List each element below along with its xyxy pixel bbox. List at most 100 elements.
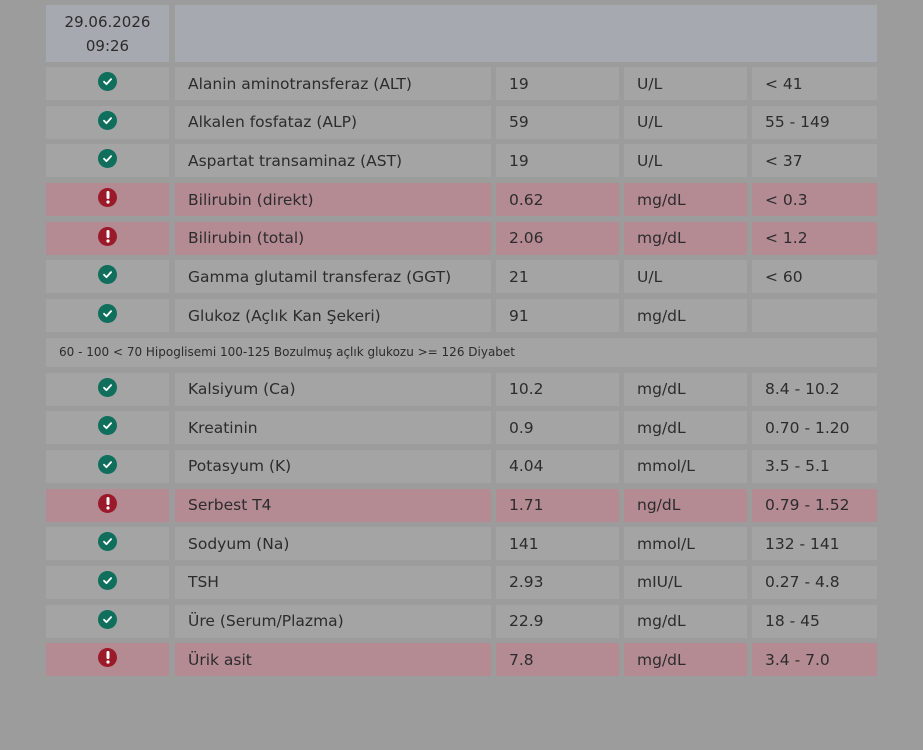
- test-reference-range: < 37: [752, 144, 877, 178]
- status-cell: [46, 488, 169, 522]
- test-reference-range: 132 - 141: [752, 527, 877, 561]
- test-value: 19: [496, 67, 619, 100]
- exclamation-circle-icon: [98, 493, 117, 513]
- check-circle-icon: [98, 304, 117, 324]
- table-row[interactable]: Aspartat transaminaz (AST) 19 U/L < 37: [46, 144, 877, 178]
- test-unit: mg/dL: [624, 372, 747, 406]
- test-name: Bilirubin (total): [175, 221, 491, 255]
- check-circle-icon: [98, 532, 117, 552]
- status-cell: [46, 105, 169, 139]
- table-row[interactable]: Alanin aminotransferaz (ALT) 19 U/L < 41: [46, 67, 877, 100]
- table-row[interactable]: Bilirubin (total) 2.06 mg/dL < 1.2: [46, 221, 877, 255]
- check-circle-icon: [98, 110, 117, 130]
- table-row[interactable]: Üre (Serum/Plazma) 22.9 mg/dL 18 - 45: [46, 604, 877, 638]
- test-value: 59: [496, 105, 619, 139]
- table-row[interactable]: Serbest T4 1.71 ng/dL 0.79 - 1.52: [46, 488, 877, 522]
- table-row[interactable]: TSH 2.93 mIU/L 0.27 - 4.8: [46, 565, 877, 599]
- exclamation-circle-icon: [98, 188, 117, 208]
- status-cell: [46, 299, 169, 333]
- test-reference-range: 8.4 - 10.2: [752, 372, 877, 406]
- test-value: 4.04: [496, 449, 619, 483]
- header-spacer: [175, 5, 877, 62]
- test-unit: mIU/L: [624, 565, 747, 599]
- check-circle-icon: [98, 454, 117, 474]
- test-value: 2.93: [496, 565, 619, 599]
- test-value: 141: [496, 527, 619, 561]
- status-cell: [46, 643, 169, 677]
- test-name: Glukoz (Açlık Kan Şekeri): [175, 299, 491, 333]
- test-unit: mg/dL: [624, 221, 747, 255]
- test-reference-range: < 60: [752, 260, 877, 294]
- test-unit: U/L: [624, 260, 747, 294]
- status-cell: [46, 527, 169, 561]
- test-name: Üre (Serum/Plazma): [175, 604, 491, 638]
- table-row[interactable]: Alkalen fosfataz (ALP) 59 U/L 55 - 149: [46, 105, 877, 139]
- test-name: Alanin aminotransferaz (ALT): [175, 67, 491, 100]
- test-reference-range: < 0.3: [752, 183, 877, 217]
- check-circle-icon: [98, 609, 117, 629]
- test-value: 22.9: [496, 604, 619, 638]
- test-name: Bilirubin (direkt): [175, 183, 491, 217]
- check-circle-icon: [98, 265, 117, 285]
- test-reference-range: 0.27 - 4.8: [752, 565, 877, 599]
- test-unit: mg/dL: [624, 183, 747, 217]
- test-reference-range: 18 - 45: [752, 604, 877, 638]
- test-value: 0.62: [496, 183, 619, 217]
- exclamation-circle-icon: [98, 226, 117, 246]
- rows-group-bottom: Kalsiyum (Ca) 10.2 mg/dL 8.4 - 10.2 Krea…: [46, 372, 877, 677]
- table-row[interactable]: Bilirubin (direkt) 0.62 mg/dL < 0.3: [46, 183, 877, 217]
- exclamation-circle-icon: [98, 648, 117, 668]
- lab-results-table: 29.06.2026 09:26 Alanin aminotransferaz …: [46, 5, 877, 682]
- status-cell: [46, 449, 169, 483]
- test-unit: U/L: [624, 67, 747, 100]
- table-row[interactable]: Glukoz (Açlık Kan Şekeri) 91 mg/dL: [46, 299, 877, 333]
- test-name: Serbest T4: [175, 488, 491, 522]
- status-cell: [46, 183, 169, 217]
- test-unit: U/L: [624, 144, 747, 178]
- rows-group-top: Alanin aminotransferaz (ALT) 19 U/L < 41…: [46, 67, 877, 333]
- results-header: 29.06.2026 09:26: [46, 5, 877, 62]
- table-row[interactable]: Ürik asit 7.8 mg/dL 3.4 - 7.0: [46, 643, 877, 677]
- status-cell: [46, 221, 169, 255]
- test-value: 91: [496, 299, 619, 333]
- test-value: 2.06: [496, 221, 619, 255]
- status-cell: [46, 411, 169, 445]
- test-reference-range: 3.4 - 7.0: [752, 643, 877, 677]
- test-unit: mmol/L: [624, 449, 747, 483]
- status-cell: [46, 372, 169, 406]
- test-value: 21: [496, 260, 619, 294]
- glucose-reference-note: 60 - 100 < 70 Hipoglisemi 100-125 Bozulm…: [46, 337, 877, 367]
- status-cell: [46, 604, 169, 638]
- test-value: 7.8: [496, 643, 619, 677]
- status-cell: [46, 67, 169, 100]
- test-reference-range: 55 - 149: [752, 105, 877, 139]
- test-value: 10.2: [496, 372, 619, 406]
- check-circle-icon: [98, 72, 117, 91]
- test-name: Ürik asit: [175, 643, 491, 677]
- test-unit: mg/dL: [624, 643, 747, 677]
- check-circle-icon: [98, 377, 117, 397]
- result-time: 09:26: [85, 36, 130, 55]
- test-name: Gamma glutamil transferaz (GGT): [175, 260, 491, 294]
- test-reference-range: 0.70 - 1.20: [752, 411, 877, 445]
- check-circle-icon: [98, 570, 117, 590]
- test-reference-range: [752, 299, 877, 333]
- test-reference-range: 3.5 - 5.1: [752, 449, 877, 483]
- test-unit: mmol/L: [624, 527, 747, 561]
- test-unit: mg/dL: [624, 299, 747, 333]
- check-circle-icon: [98, 416, 117, 436]
- table-row[interactable]: Kreatinin 0.9 mg/dL 0.70 - 1.20: [46, 411, 877, 445]
- table-row[interactable]: Potasyum (K) 4.04 mmol/L 3.5 - 5.1: [46, 449, 877, 483]
- test-unit: mg/dL: [624, 604, 747, 638]
- test-name: Alkalen fosfataz (ALP): [175, 105, 491, 139]
- test-reference-range: < 41: [752, 67, 877, 100]
- table-row[interactable]: Kalsiyum (Ca) 10.2 mg/dL 8.4 - 10.2: [46, 372, 877, 406]
- result-datetime: 29.06.2026 09:26: [46, 5, 169, 62]
- test-value: 19: [496, 144, 619, 178]
- check-circle-icon: [98, 149, 117, 169]
- table-row[interactable]: Sodyum (Na) 141 mmol/L 132 - 141: [46, 527, 877, 561]
- test-name: TSH: [175, 565, 491, 599]
- test-name: Kalsiyum (Ca): [175, 372, 491, 406]
- status-cell: [46, 260, 169, 294]
- table-row[interactable]: Gamma glutamil transferaz (GGT) 21 U/L <…: [46, 260, 877, 294]
